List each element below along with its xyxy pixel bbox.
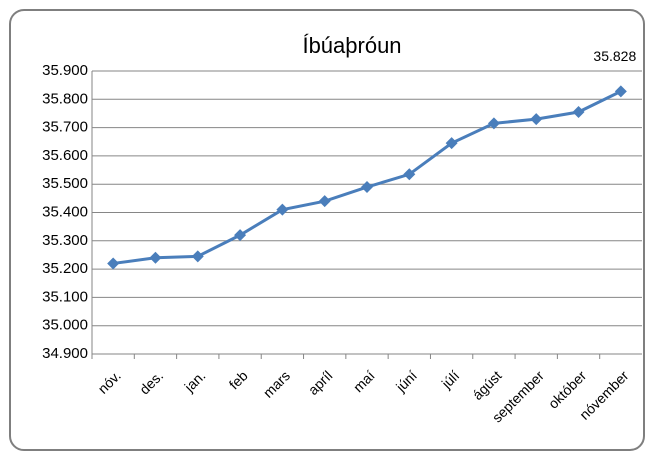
y-tick-label: 35.100 [42,288,88,305]
y-tick-label: 35.900 [42,62,88,79]
data-point [403,168,416,181]
y-tick-label: 35.200 [42,260,88,277]
data-point [191,250,204,263]
y-tick-label: 35.500 [42,175,88,192]
y-tick-label: 35.700 [42,119,88,136]
data-point [318,195,331,208]
data-point [572,106,585,119]
y-tick-label: 35.600 [42,147,88,164]
data-label: 35.828 [593,48,636,64]
data-point [107,257,120,270]
data-point [149,251,162,264]
y-tick-label: 35.000 [42,317,88,334]
data-point [445,137,458,150]
y-tick-label: 34.900 [42,345,88,362]
data-point [614,85,627,98]
data-point [361,181,373,194]
y-tick-label: 35.300 [42,232,88,249]
data-point [276,203,289,216]
y-tick-label: 35.400 [42,203,88,220]
y-tick-label: 35.800 [42,90,88,107]
data-point [530,113,543,126]
data-point [234,229,247,242]
chart-title: Íbúaþróun [302,33,401,58]
data-point [487,117,500,130]
chart-frame [9,9,645,451]
